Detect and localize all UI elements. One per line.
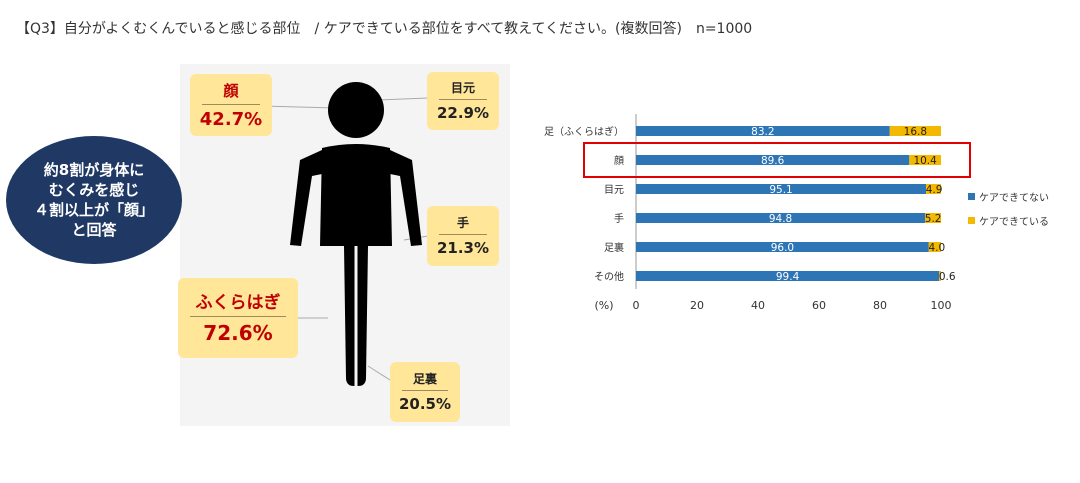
bar-not-cared	[636, 271, 940, 281]
chart-title: 【Q3】自分がよくむくんでいると感じる部位 / ケアできている部位をすべて教えて…	[16, 21, 753, 37]
legend-label: ケアできてない	[979, 193, 1049, 204]
x-tick-label: 60	[812, 299, 826, 312]
data-label: 95.1	[769, 184, 792, 196]
data-label: 0.6	[939, 271, 956, 283]
callout-hands-value: 21.3%	[436, 239, 490, 257]
category-label: 足（ふくらはぎ）	[544, 125, 624, 138]
category-label: 顔	[614, 154, 624, 167]
x-tick-label: 80	[873, 299, 887, 312]
chart-legend: ケアできてない ケアできている	[968, 189, 1049, 237]
callout-eyes-value: 22.9%	[436, 104, 490, 122]
legend-label: ケアできている	[979, 217, 1049, 228]
data-label: 4.9	[926, 184, 943, 196]
callout-face: 顔 42.7%	[190, 74, 272, 136]
bar-cared	[925, 213, 941, 223]
data-label: 89.6	[761, 155, 785, 167]
category-label: 足裏	[604, 241, 624, 254]
bar-not-cared	[636, 213, 926, 223]
callout-face-label: 顔	[202, 74, 260, 105]
data-label: 99.4	[776, 271, 800, 283]
bar-cared	[909, 155, 941, 165]
connector-line	[377, 97, 429, 101]
callout-face-value: 42.7%	[199, 109, 263, 130]
connector-line	[367, 365, 391, 381]
bar-cared	[928, 242, 941, 252]
x-axis-label: (%)	[594, 299, 613, 312]
callout-calves-value: 72.6%	[203, 321, 273, 345]
data-label: 16.8	[904, 126, 927, 138]
x-tick-label: 0	[633, 299, 640, 312]
bar-not-cared	[636, 184, 927, 194]
legend-item: ケアできてない	[968, 189, 1049, 204]
category-label: 手	[614, 212, 624, 225]
callout-calves-label: ふくらはぎ	[190, 278, 286, 317]
callout-hands-label: 手	[439, 206, 487, 235]
callout-calves: ふくらはぎ 72.6%	[178, 278, 298, 358]
bar-cared	[889, 126, 941, 136]
data-label: 4.0	[928, 242, 945, 254]
bar-not-cared	[636, 126, 890, 136]
highlight-box	[583, 142, 971, 178]
bar-cared	[939, 271, 941, 281]
category-label: その他	[594, 270, 624, 283]
legend-item: ケアできている	[968, 213, 1049, 228]
figure-right-arm	[390, 150, 422, 246]
callout-soles-value: 20.5%	[398, 395, 452, 413]
bar-not-cared	[636, 155, 910, 165]
x-tick-label: 100	[931, 299, 952, 312]
callout-eyes: 目元 22.9%	[427, 72, 499, 130]
legend-swatch	[968, 217, 975, 224]
figure-left-arm	[290, 150, 322, 246]
bar-not-cared	[636, 242, 929, 252]
summary-circle: 約8割が身体に むくみを感じ ４割以上が「顔」 と回答	[6, 136, 182, 264]
data-label: 96.0	[771, 242, 794, 254]
connector-line	[261, 105, 336, 109]
summary-text: 約8割が身体に むくみを感じ ４割以上が「顔」 と回答	[33, 160, 154, 240]
data-label: 94.8	[769, 213, 792, 225]
legend-swatch	[968, 193, 975, 200]
figure-head	[328, 82, 384, 138]
data-label: 10.4	[913, 155, 937, 167]
callout-eyes-label: 目元	[439, 72, 487, 100]
category-label: 目元	[604, 185, 624, 196]
callout-soles-label: 足裏	[402, 362, 448, 391]
data-label: 5.2	[925, 213, 942, 225]
callout-soles: 足裏 20.5%	[390, 362, 460, 422]
callout-hands: 手 21.3%	[427, 206, 499, 266]
x-tick-label: 20	[690, 299, 704, 312]
bar-cared	[926, 184, 941, 194]
x-tick-label: 40	[751, 299, 765, 312]
data-label: 83.2	[751, 126, 774, 138]
